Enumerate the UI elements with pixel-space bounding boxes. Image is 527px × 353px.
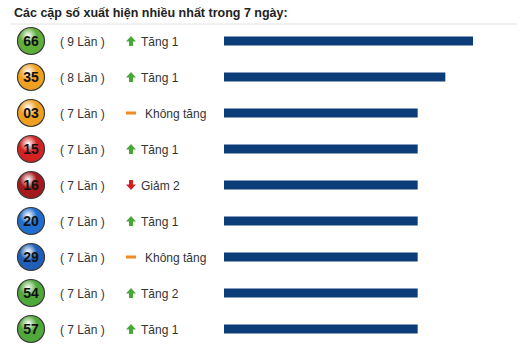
bar [224, 289, 418, 298]
category-label: 20 [23, 213, 39, 229]
trend-label: Không tăng [145, 251, 206, 265]
data-label: ( 7 Lần ) [60, 143, 105, 157]
labels: 66 ( 9 Lần ) Tăng 1 35 ( 8 Lần ) Tăng 1 03 ( 7 … [18, 28, 207, 343]
trend-label: Tăng 1 [141, 215, 179, 229]
trend-label: Tăng 1 [141, 71, 179, 85]
trend-icon [126, 112, 136, 115]
trend-icon [126, 72, 136, 82]
data-label: ( 9 Lần ) [60, 35, 105, 49]
ball [18, 136, 45, 163]
data-label: ( 8 Lần ) [60, 71, 105, 85]
page: {"chart_data": {"type": "bar", "orientat… [0, 0, 527, 353]
trend-label: Tăng 2 [141, 287, 179, 301]
category-label: 54 [23, 285, 39, 301]
trend-icon [126, 180, 136, 190]
trend-icon [126, 144, 136, 154]
trend-label: Tăng 1 [141, 35, 179, 49]
category-label: 35 [23, 69, 39, 85]
trend-icon [126, 216, 136, 226]
category-label: 57 [23, 321, 39, 337]
bars [224, 37, 473, 334]
bar [224, 73, 445, 82]
title-rule [10, 24, 517, 25]
bar [224, 37, 473, 46]
data-label: ( 7 Lần ) [60, 323, 105, 337]
data-label: ( 7 Lần ) [60, 251, 105, 265]
bar [224, 325, 418, 334]
data-label: ( 7 Lần ) [60, 107, 105, 121]
trend-icon [126, 256, 136, 259]
data-label: ( 7 Lần ) [60, 287, 105, 301]
ball [18, 208, 45, 235]
data-label: ( 7 Lần ) [60, 215, 105, 229]
trend-label: Tăng 1 [141, 143, 179, 157]
category-label: 66 [23, 33, 39, 49]
ball [18, 100, 45, 127]
chart: Các cặp số xuất hiện nhiều nhất trong 7 … [0, 0, 527, 353]
ball [18, 244, 45, 271]
bar [224, 109, 418, 118]
trend-icon [126, 288, 136, 298]
ball [18, 280, 45, 307]
ball [18, 316, 45, 343]
bar [224, 253, 418, 262]
title: Các cặp số xuất hiện nhiều nhất trong 7 … [14, 6, 288, 20]
bar [224, 181, 418, 190]
category-label: 03 [23, 105, 39, 121]
trend-icon [126, 324, 136, 334]
ball [18, 172, 45, 199]
category-label: 15 [23, 141, 39, 157]
trend-label: Tăng 1 [141, 323, 179, 337]
category-label: 16 [23, 177, 39, 193]
trend-label: Giảm 2 [141, 179, 180, 193]
category-label: 29 [23, 249, 39, 265]
trend-icon [126, 36, 136, 46]
bar [224, 217, 418, 226]
trend-label: Không tăng [145, 107, 206, 121]
ball [18, 28, 45, 55]
ball [18, 64, 45, 91]
bar [224, 145, 418, 154]
data-label: ( 7 Lần ) [60, 179, 105, 193]
